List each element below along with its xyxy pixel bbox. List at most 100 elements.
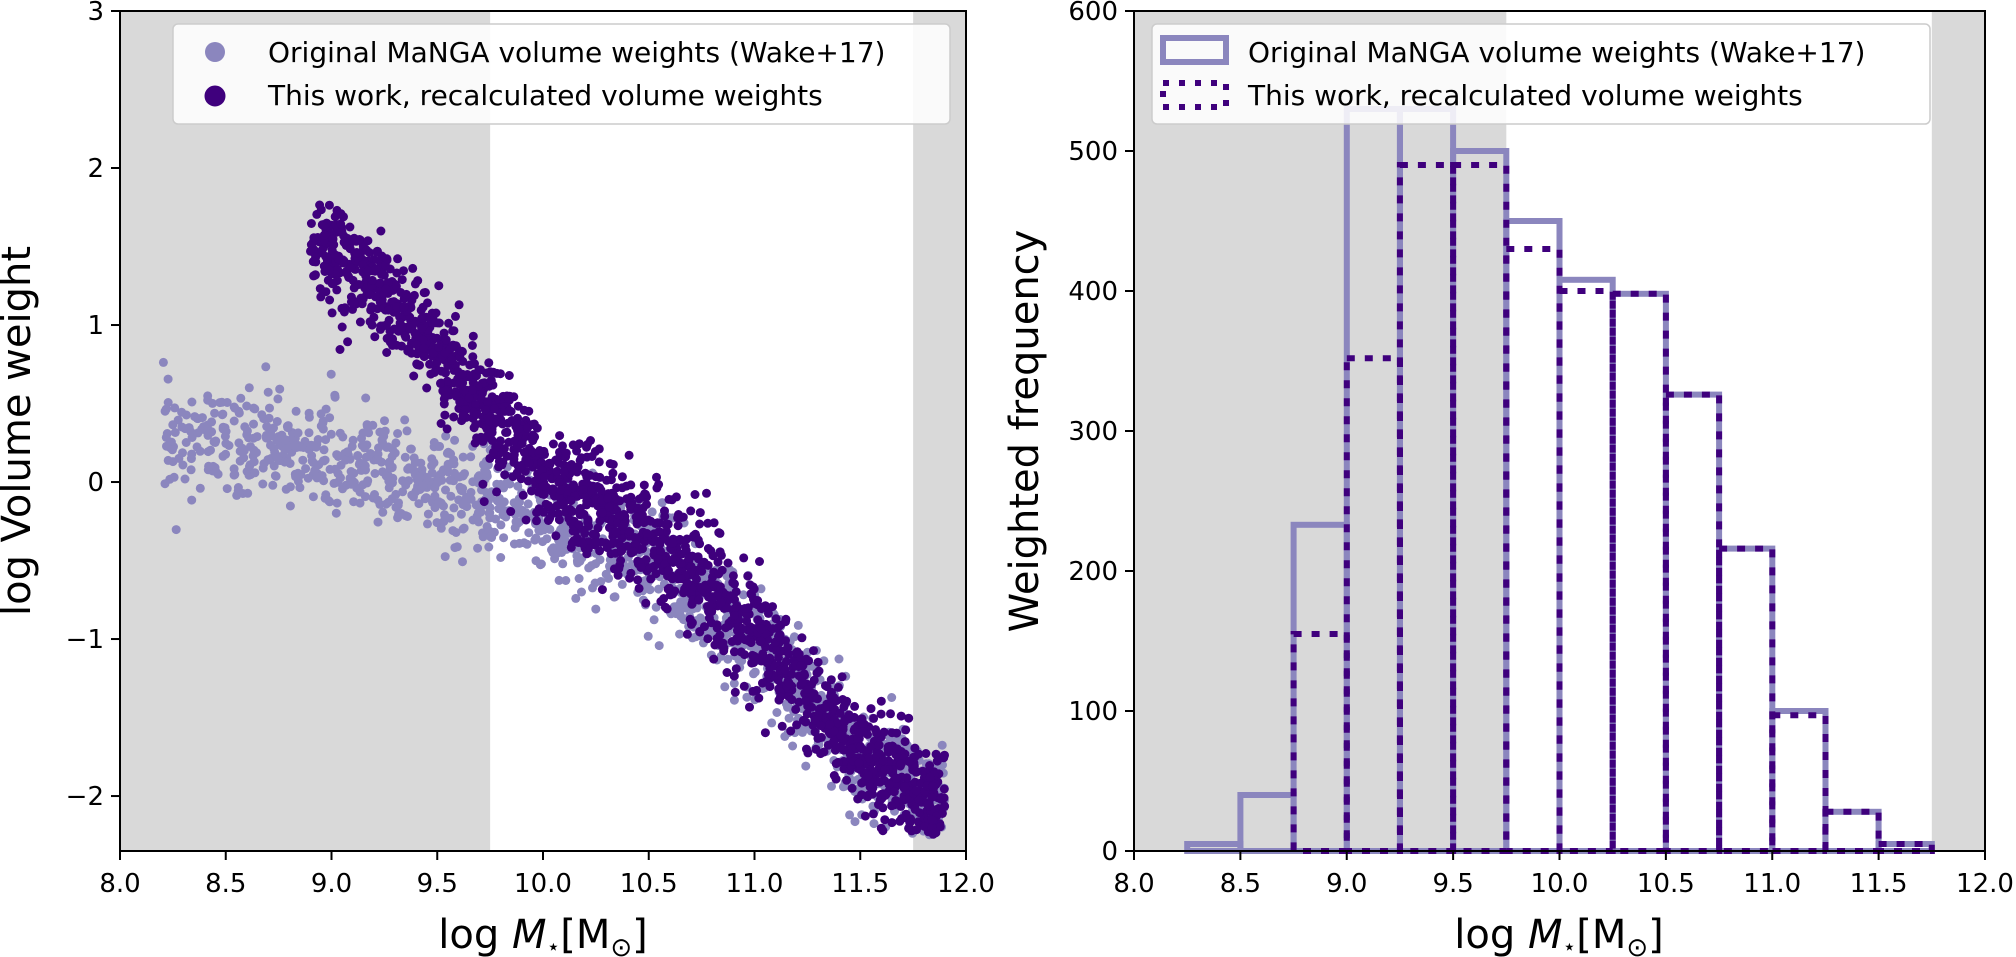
scatter-point-original bbox=[293, 428, 303, 438]
scatter-point-recalculated bbox=[582, 442, 591, 452]
scatter-point-recalculated bbox=[316, 292, 326, 302]
scatter-point-original bbox=[259, 459, 269, 469]
scatter-point-recalculated bbox=[396, 288, 406, 297]
scatter-point-recalculated bbox=[631, 512, 641, 522]
scatter-point-recalculated bbox=[686, 506, 696, 516]
scatter-point-recalculated bbox=[425, 359, 435, 369]
histogram-x-tick-label: 10.5 bbox=[1637, 869, 1695, 899]
scatter-point-original bbox=[575, 556, 585, 566]
scatter-point-recalculated bbox=[336, 219, 346, 229]
scatter-point-original bbox=[555, 547, 565, 557]
scatter-point-original bbox=[720, 682, 730, 692]
scatter-point-recalculated bbox=[580, 468, 590, 478]
scatter-point-recalculated bbox=[432, 357, 442, 367]
scatter-point-recalculated bbox=[911, 767, 921, 777]
scatter-point-recalculated bbox=[629, 547, 639, 556]
scatter-point-recalculated bbox=[663, 584, 673, 594]
scatter-point-recalculated bbox=[876, 709, 886, 719]
scatter-point-recalculated bbox=[399, 302, 409, 312]
scatter-point-recalculated bbox=[791, 704, 801, 714]
scatter-point-recalculated bbox=[940, 801, 950, 811]
scatter-point-recalculated bbox=[642, 529, 652, 538]
histogram-x-tick-label: 12.0 bbox=[1956, 869, 2014, 899]
scatter-point-recalculated bbox=[544, 458, 554, 468]
scatter-point-recalculated bbox=[457, 369, 467, 379]
scatter-point-recalculated bbox=[596, 485, 606, 495]
scatter-point-original bbox=[450, 435, 460, 445]
scatter-point-recalculated bbox=[530, 432, 540, 442]
scatter-point-original bbox=[320, 455, 330, 465]
scatter-point-recalculated bbox=[886, 709, 895, 719]
scatter-point-recalculated bbox=[842, 775, 852, 785]
scatter-point-recalculated bbox=[468, 378, 478, 388]
scatter-point-recalculated bbox=[889, 787, 899, 797]
scatter-point-original bbox=[361, 393, 371, 403]
scatter-point-recalculated bbox=[654, 538, 664, 548]
scatter-point-original bbox=[195, 483, 205, 493]
scatter-point-recalculated bbox=[781, 656, 791, 666]
scatter-point-recalculated bbox=[500, 470, 510, 480]
scatter-point-recalculated bbox=[774, 652, 783, 662]
scatter-point-original bbox=[281, 435, 290, 445]
scatter-y-tick-label: −1 bbox=[66, 625, 104, 655]
scatter-point-recalculated bbox=[826, 675, 836, 685]
scatter-point-recalculated bbox=[597, 585, 607, 595]
scatter-point-recalculated bbox=[754, 693, 764, 703]
scatter-point-original bbox=[441, 431, 451, 441]
scatter-point-recalculated bbox=[721, 623, 731, 633]
scatter-point-original bbox=[236, 393, 246, 403]
scatter-point-original bbox=[197, 413, 207, 423]
scatter-legend-label-original: Original MaNGA volume weights (Wake+17) bbox=[268, 36, 885, 69]
scatter-point-original bbox=[396, 509, 406, 518]
scatter-point-recalculated bbox=[857, 790, 867, 800]
scatter-point-recalculated bbox=[718, 638, 728, 648]
scatter-point-recalculated bbox=[578, 485, 588, 494]
scatter-point-original bbox=[406, 444, 416, 454]
scatter-point-original bbox=[283, 422, 293, 432]
scatter-point-recalculated bbox=[616, 556, 626, 565]
scatter-point-original bbox=[524, 528, 534, 538]
scatter-point-recalculated bbox=[641, 598, 651, 608]
scatter-point-recalculated bbox=[677, 549, 686, 559]
scatter-point-recalculated bbox=[624, 450, 634, 460]
scatter-point-recalculated bbox=[656, 546, 666, 556]
scatter-point-original bbox=[422, 473, 432, 482]
scatter-legend-marker-recalculated bbox=[204, 85, 226, 107]
scatter-point-recalculated bbox=[854, 758, 864, 768]
scatter-point-original bbox=[510, 523, 520, 533]
scatter-point-recalculated bbox=[458, 356, 468, 366]
scatter-point-original bbox=[229, 416, 239, 426]
scatter-y-tick-label: 2 bbox=[87, 154, 104, 184]
scatter-point-recalculated bbox=[306, 246, 315, 256]
scatter-point-recalculated bbox=[464, 393, 474, 403]
scatter-point-recalculated bbox=[468, 352, 478, 362]
scatter-point-recalculated bbox=[787, 669, 797, 679]
scatter-point-original bbox=[326, 429, 336, 439]
scatter-point-original bbox=[332, 498, 342, 508]
scatter-point-original bbox=[338, 484, 347, 494]
scatter-point-recalculated bbox=[365, 248, 374, 258]
scatter-point-recalculated bbox=[595, 516, 605, 526]
scatter-point-original bbox=[561, 576, 571, 585]
scatter-point-original bbox=[458, 452, 468, 462]
scatter-point-recalculated bbox=[636, 563, 646, 572]
scatter-point-original bbox=[393, 429, 403, 438]
histogram-panel: 8.0 8.5 9.0 9.5 10.0 10.5 11.0 11.5 12.0 0 100 200… bbox=[1002, 0, 2014, 957]
scatter-point-recalculated bbox=[682, 629, 692, 639]
scatter-point-recalculated bbox=[922, 800, 932, 809]
scatter-point-original bbox=[270, 471, 280, 481]
scatter-point-recalculated bbox=[492, 487, 502, 497]
scatter-point-recalculated bbox=[485, 367, 495, 377]
scatter-point-recalculated bbox=[728, 571, 738, 581]
scatter-point-original bbox=[318, 424, 328, 434]
scatter-point-recalculated bbox=[458, 410, 468, 420]
scatter-point-recalculated bbox=[527, 486, 536, 496]
scatter-point-recalculated bbox=[439, 328, 449, 338]
scatter-point-recalculated bbox=[874, 740, 884, 750]
scatter-point-original bbox=[542, 534, 552, 544]
scatter-point-original bbox=[571, 593, 581, 603]
scatter-point-recalculated bbox=[484, 358, 494, 368]
scatter-point-recalculated bbox=[693, 552, 703, 562]
scatter-point-recalculated bbox=[702, 488, 711, 498]
scatter-point-recalculated bbox=[634, 494, 644, 504]
